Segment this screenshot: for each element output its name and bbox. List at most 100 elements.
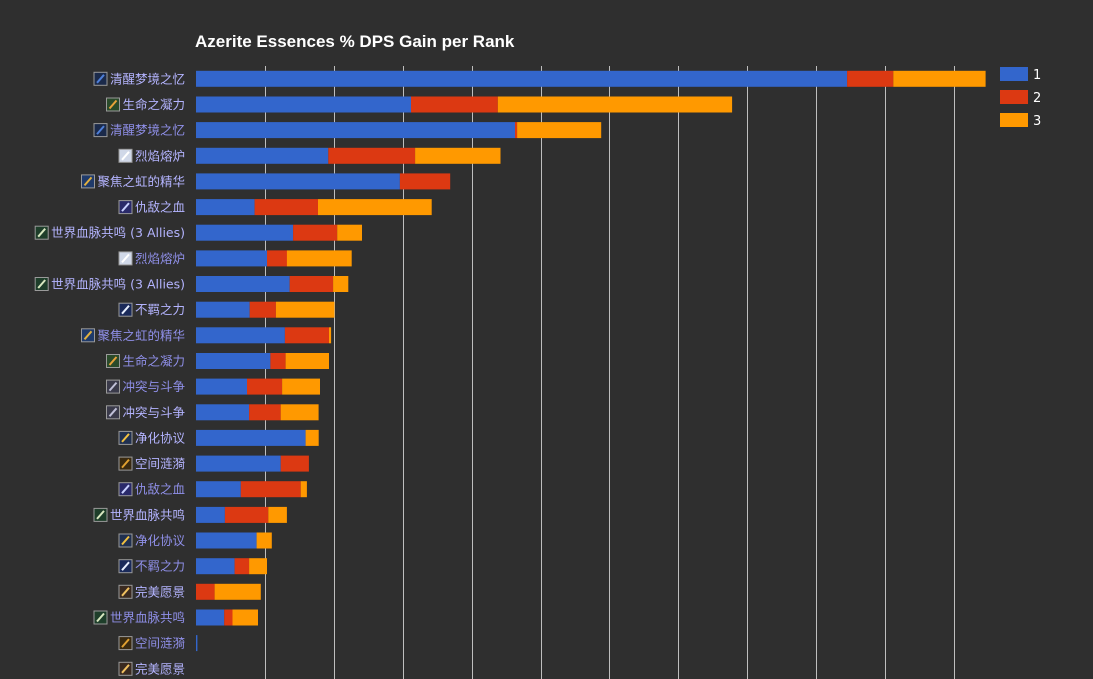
bar-segment-rank-1[interactable] (196, 224, 294, 241)
legend-swatch (1000, 90, 1028, 104)
category-label: 仇敌之血 (135, 200, 185, 215)
legend-item[interactable]: 1 (1000, 67, 1041, 83)
bar-segment-rank-3[interactable] (415, 147, 501, 164)
bar-segment-rank-3[interactable] (286, 250, 352, 267)
bar-segment-rank-2[interactable] (411, 96, 498, 113)
bar-segment-rank-3[interactable] (280, 404, 319, 421)
bar-segment-rank-1[interactable] (196, 70, 848, 87)
bar-segment-rank-1[interactable] (196, 301, 250, 318)
bar-row[interactable]: 完美愿景 (118, 583, 261, 600)
bar-segment-rank-2[interactable] (247, 378, 283, 395)
bar-row[interactable]: 世界血脉共鸣 (3 Allies) (34, 224, 362, 241)
bar-row[interactable]: 仇敌之血 (118, 481, 307, 498)
bar-segment-rank-1[interactable] (196, 635, 198, 652)
category-label: 完美愿景 (135, 661, 185, 676)
bar-segment-rank-1[interactable] (196, 353, 271, 369)
bar-segment-rank-2[interactable] (328, 147, 416, 164)
bar-segment-rank-2[interactable] (284, 327, 329, 344)
bar-row[interactable]: 世界血脉共鸣 (3 Allies) (34, 276, 349, 292)
bar-segment-rank-3[interactable] (497, 96, 733, 113)
bar-segment-rank-3[interactable] (214, 583, 261, 600)
bar-segment-rank-1[interactable] (196, 173, 400, 190)
bar-row[interactable]: 完美愿景 (118, 661, 185, 676)
bar-row[interactable]: 净化协议 (118, 532, 272, 549)
bar-segment-rank-2[interactable] (515, 122, 518, 139)
bar-segment-rank-3[interactable] (285, 353, 329, 369)
bar-segment-rank-3[interactable] (256, 532, 272, 549)
bar-row[interactable]: 聚焦之虹的精华 (81, 327, 332, 344)
lifeblood-icon (34, 225, 49, 240)
bar-row[interactable]: 冲突与斗争 (106, 378, 321, 395)
bar-segment-rank-3[interactable] (318, 199, 432, 216)
bar-segment-rank-3[interactable] (333, 276, 349, 292)
bar-segment-rank-1[interactable] (196, 276, 290, 292)
bar-segment-rank-1[interactable] (196, 455, 281, 472)
bar-segment-rank-2[interactable] (847, 70, 894, 87)
bar-segment-rank-3[interactable] (893, 70, 986, 87)
bar-row[interactable]: 不羁之力 (118, 558, 267, 575)
bar-segment-rank-2[interactable] (224, 609, 233, 626)
bar-row[interactable]: 空间涟漪 (118, 635, 198, 652)
bar-row[interactable]: 世界血脉共鸣 (93, 506, 287, 523)
bar-segment-rank-1[interactable] (196, 558, 235, 575)
bar-row[interactable]: 仇敌之血 (118, 199, 432, 216)
bar-segment-rank-3[interactable] (275, 301, 335, 318)
bar-segment-rank-1[interactable] (196, 609, 225, 626)
category-label: 生命之凝力 (122, 354, 185, 369)
bar-segment-rank-2[interactable] (240, 481, 301, 498)
bar-segment-rank-3[interactable] (337, 224, 362, 241)
bar-segment-rank-3[interactable] (268, 506, 287, 523)
legend-item[interactable]: 3 (1000, 113, 1041, 129)
bar-row[interactable]: 生命之凝力 (106, 96, 733, 113)
bar-segment-rank-1[interactable] (196, 122, 515, 139)
life-binder-icon (106, 97, 120, 112)
bar-segment-rank-3[interactable] (282, 378, 320, 395)
unbound-force-icon (118, 302, 133, 317)
bar-segment-rank-2[interactable] (234, 558, 250, 575)
bar-segment-rank-2[interactable] (224, 506, 269, 523)
bar-segment-rank-1[interactable] (196, 147, 329, 164)
bar-segment-rank-3[interactable] (249, 558, 267, 575)
bar-row[interactable]: 冲突与斗争 (106, 404, 319, 421)
bar-segment-rank-1[interactable] (196, 481, 241, 498)
bar-segment-rank-2[interactable] (254, 199, 318, 216)
bar-segment-rank-2[interactable] (196, 583, 215, 600)
bar-segment-rank-3[interactable] (305, 429, 319, 446)
bar-row[interactable]: 清醒梦境之忆 (93, 70, 986, 87)
category-label: 净化协议 (135, 533, 186, 548)
bar-segment-rank-2[interactable] (399, 173, 451, 190)
bar-segment-rank-2[interactable] (267, 250, 287, 267)
bar-row[interactable]: 不羁之力 (118, 301, 335, 318)
bar-row[interactable]: 烈焰熔炉 (118, 250, 352, 267)
category-label: 不羁之力 (135, 559, 185, 574)
bar-segment-rank-1[interactable] (196, 506, 225, 523)
legend-item[interactable]: 2 (1000, 90, 1041, 106)
bar-segment-rank-3[interactable] (329, 327, 332, 344)
bar-segment-rank-1[interactable] (196, 96, 411, 113)
purification-icon (118, 430, 133, 445)
bar-row[interactable]: 空间涟漪 (118, 455, 309, 472)
bar-segment-rank-3[interactable] (232, 609, 259, 626)
bar-segment-rank-2[interactable] (293, 224, 338, 241)
bar-segment-rank-2[interactable] (249, 301, 276, 318)
bar-segment-rank-1[interactable] (196, 404, 250, 421)
bar-row[interactable]: 生命之凝力 (106, 353, 330, 369)
bar-row[interactable]: 聚焦之虹的精华 (81, 173, 451, 190)
bar-segment-rank-2[interactable] (280, 455, 309, 472)
bar-segment-rank-1[interactable] (196, 199, 255, 216)
bar-segment-rank-1[interactable] (196, 250, 267, 267)
bar-segment-rank-2[interactable] (289, 276, 334, 292)
bar-row[interactable]: 净化协议 (118, 429, 319, 446)
bar-segment-rank-2[interactable] (270, 353, 286, 369)
bar-segment-rank-1[interactable] (196, 327, 285, 344)
category-label: 烈焰熔炉 (135, 148, 185, 163)
bar-segment-rank-3[interactable] (517, 122, 602, 139)
bar-row[interactable]: 烈焰熔炉 (118, 147, 501, 164)
bar-segment-rank-3[interactable] (300, 481, 307, 498)
bar-segment-rank-2[interactable] (249, 404, 281, 421)
bar-segment-rank-1[interactable] (196, 532, 257, 549)
bar-row[interactable]: 清醒梦境之忆 (93, 122, 602, 139)
bar-segment-rank-1[interactable] (196, 378, 247, 395)
bar-segment-rank-1[interactable] (196, 429, 306, 446)
bar-row[interactable]: 世界血脉共鸣 (93, 609, 259, 626)
